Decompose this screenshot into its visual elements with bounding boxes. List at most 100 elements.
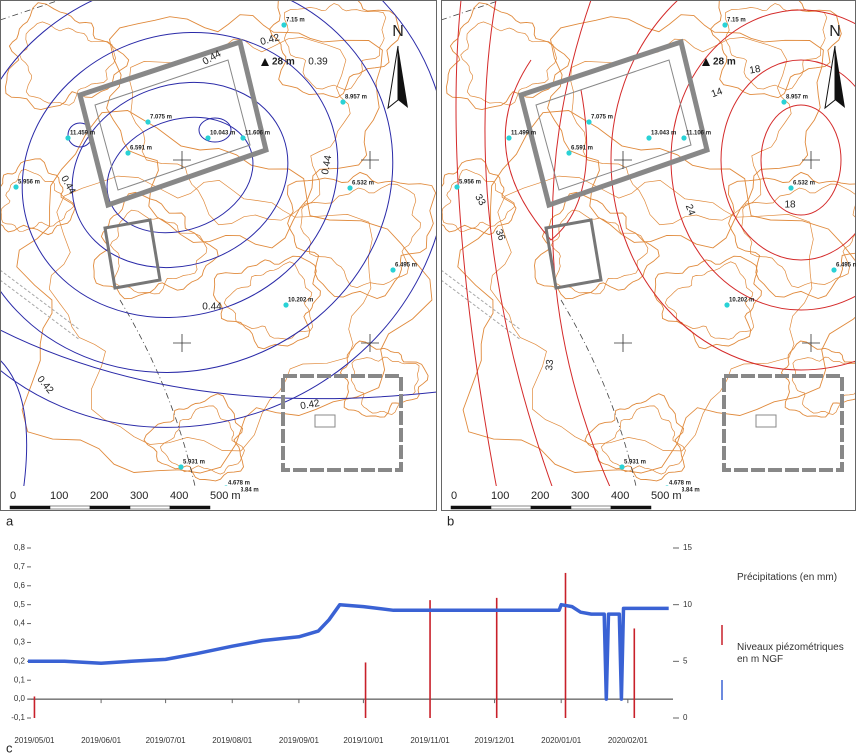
topo-contour xyxy=(446,2,571,111)
building-inner xyxy=(94,59,251,191)
scale-label: 400 xyxy=(170,490,188,502)
well-label: 7.075 m xyxy=(591,115,613,121)
contour-label: 18 xyxy=(749,64,762,77)
road xyxy=(441,0,642,511)
north-arrow xyxy=(398,46,408,108)
topo-contour xyxy=(350,356,420,415)
contour-label: 0.42 xyxy=(259,32,281,48)
x-tick-label: 2019/12/01 xyxy=(475,736,516,745)
building-inner xyxy=(755,414,777,428)
topo-contour xyxy=(550,209,649,295)
topo-contour xyxy=(269,0,401,99)
well-dot xyxy=(506,135,512,141)
scale-segment xyxy=(490,505,532,510)
topo-contour xyxy=(664,261,755,340)
well-dot xyxy=(619,464,625,470)
well-label: 11.606 m xyxy=(245,131,270,137)
north-arrow xyxy=(835,46,845,108)
x-tick-label: 2019/05/01 xyxy=(14,736,55,745)
well-dot xyxy=(390,267,396,273)
well-label: 4.678 m xyxy=(228,481,250,487)
contour-label: 24 xyxy=(683,203,697,218)
topo-contour xyxy=(16,110,433,474)
scale-segment xyxy=(169,505,211,510)
cross xyxy=(614,151,632,169)
head-contour xyxy=(21,32,339,318)
well-label: 6.591 m xyxy=(130,146,152,152)
scale-segment xyxy=(129,505,171,510)
head-contour xyxy=(106,116,254,234)
north-arrow xyxy=(387,45,399,110)
head-contour xyxy=(71,81,289,269)
well-label: 7.15 m xyxy=(286,18,305,24)
topo-contour xyxy=(109,209,208,295)
scale-segment xyxy=(89,505,131,510)
head-contour xyxy=(504,59,588,241)
topo-contour xyxy=(584,393,685,482)
well-dot xyxy=(65,135,71,141)
head-contour xyxy=(0,0,394,373)
well-dot xyxy=(145,119,151,125)
y2-tick-label: 15 xyxy=(683,543,692,552)
scale-segment xyxy=(610,505,652,510)
well-label: 10.043 m xyxy=(210,131,235,137)
marker-label: 28 m xyxy=(272,57,295,68)
scale-segment xyxy=(570,505,612,510)
x-tick-label: 2019/08/01 xyxy=(212,736,253,745)
well-dot xyxy=(125,150,131,156)
road xyxy=(0,269,81,341)
legend-precip: Précipitations (en mm) xyxy=(737,572,838,583)
head-contour xyxy=(760,104,842,216)
well-dot xyxy=(340,99,346,105)
well-dot xyxy=(240,135,246,141)
building xyxy=(722,374,844,472)
head-contour xyxy=(720,59,856,261)
well-dot xyxy=(781,99,787,105)
y-tick-label: 0,8 xyxy=(14,543,26,552)
topo-contour xyxy=(48,175,373,452)
y2-tick-label: 10 xyxy=(683,600,692,609)
marker-triangle xyxy=(702,58,710,66)
contour-label: 33 xyxy=(544,359,556,371)
north-label: N xyxy=(829,23,841,40)
precip-bar xyxy=(429,600,431,718)
topo-contour xyxy=(19,21,116,106)
precip-bar xyxy=(495,597,498,718)
scale-label: 100 xyxy=(50,490,68,502)
precip-bar xyxy=(564,572,567,718)
topo-contour xyxy=(143,393,244,482)
cross xyxy=(361,151,379,169)
scale-label: 500 m xyxy=(651,490,682,502)
well-label: 11.106 m xyxy=(686,131,711,137)
well-label: 6.591 m xyxy=(571,146,593,152)
scale-label: 100 xyxy=(491,490,509,502)
y-tick-label: 0,2 xyxy=(14,656,26,665)
road xyxy=(441,269,522,341)
scale-segment xyxy=(49,505,91,510)
x-tick-label: 2019/10/01 xyxy=(343,736,384,745)
well-dot xyxy=(454,184,460,190)
well-dot xyxy=(13,184,19,190)
map-background xyxy=(441,0,856,511)
well-dot xyxy=(205,135,211,141)
building xyxy=(518,38,710,209)
legend-piezo: Niveaux piézométriques en m NGF xyxy=(737,642,844,665)
topo-contour xyxy=(570,37,792,226)
well-dot xyxy=(178,464,184,470)
cross xyxy=(173,151,191,169)
map-a xyxy=(0,0,437,511)
scale-segment xyxy=(530,505,572,510)
scale-label: 200 xyxy=(531,490,549,502)
y-tick-label: 0,5 xyxy=(14,600,26,609)
head-contour xyxy=(0,0,437,428)
building xyxy=(77,38,269,209)
precip-bar xyxy=(633,628,636,718)
topo-contour xyxy=(791,356,856,415)
precip-bar xyxy=(364,662,367,718)
topo-contour xyxy=(489,175,814,452)
topo-contour xyxy=(339,340,429,418)
topo-contour xyxy=(287,171,437,299)
cross xyxy=(802,334,820,352)
marker-triangle xyxy=(261,58,269,66)
